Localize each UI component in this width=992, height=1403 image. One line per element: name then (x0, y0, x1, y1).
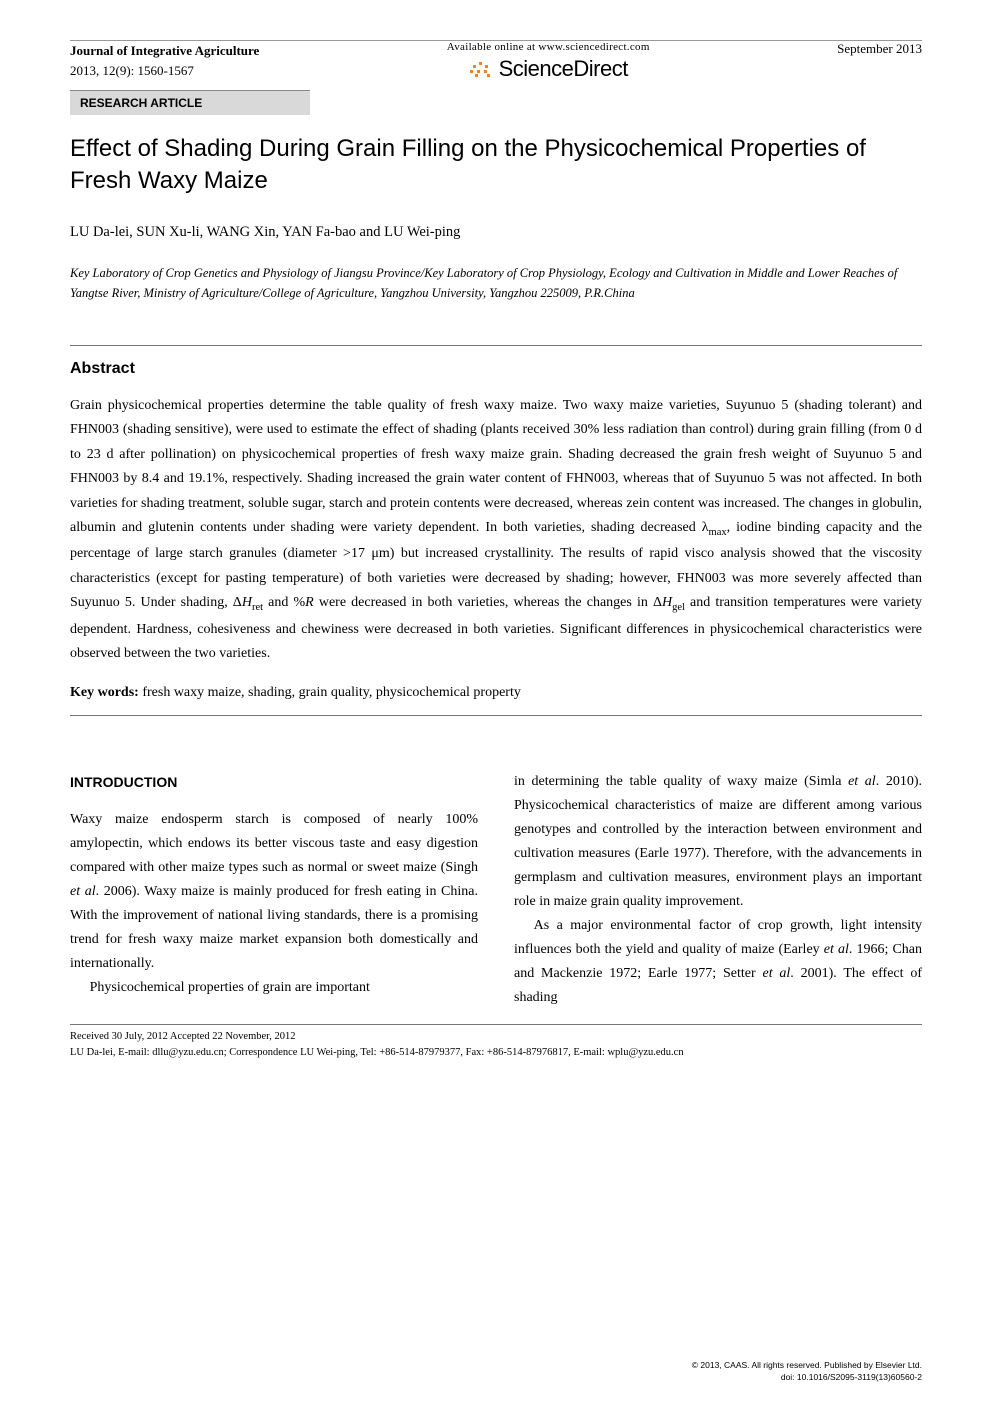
column-right: in determining the table quality of waxy… (514, 770, 922, 1011)
keywords-text: fresh waxy maize, shading, grain quality… (139, 685, 521, 700)
keywords: Key words: fresh waxy maize, shading, gr… (70, 685, 922, 701)
footer-correspondence: LU Da-lei, E-mail: dllu@yzu.edu.cn; Corr… (70, 1045, 922, 1061)
journal-title: Journal of Integrative Agriculture (70, 41, 259, 61)
copyright-line2: doi: 10.1016/S2095-3119(13)60560-2 (692, 1372, 922, 1383)
column-left: INTRODUCTION Waxy maize endosperm starch… (70, 770, 478, 1011)
intro-heading: INTRODUCTION (70, 770, 478, 794)
footer-received: Received 30 July, 2012 Accepted 22 Novem… (70, 1029, 922, 1045)
sciencedirect-icon (469, 60, 493, 78)
sciencedirect-text: ScienceDirect (499, 56, 628, 82)
col2-p1: in determining the table quality of waxy… (514, 770, 922, 914)
affiliation: Key Laboratory of Crop Genetics and Phys… (70, 263, 922, 303)
publication-date: September 2013 (837, 41, 922, 57)
header-row: Journal of Integrative Agriculture 2013,… (70, 41, 922, 82)
body-columns: INTRODUCTION Waxy maize endosperm starch… (70, 770, 922, 1011)
abstract-text: Grain physicochemical properties determi… (70, 394, 922, 667)
center-header: Available online at www.sciencedirect.co… (447, 41, 650, 82)
authors: LU Da-lei, SUN Xu-li, WANG Xin, YAN Fa-b… (70, 224, 922, 241)
intro-p2: Physicochemical properties of grain are … (70, 976, 478, 1000)
keywords-label: Key words: (70, 685, 139, 700)
col2-p2: As a major environmental factor of crop … (514, 914, 922, 1010)
abstract-heading: Abstract (70, 360, 922, 378)
abstract-rule-top (70, 345, 922, 346)
journal-issue: 2013, 12(9): 1560-1567 (70, 61, 259, 81)
sciencedirect-brand: ScienceDirect (447, 56, 650, 82)
footer-rule (70, 1024, 922, 1025)
intro-p1: Waxy maize endosperm starch is composed … (70, 808, 478, 977)
copyright-block: © 2013, CAAS. All rights reserved. Publi… (692, 1360, 922, 1383)
footer-text: Received 30 July, 2012 Accepted 22 Novem… (70, 1029, 922, 1061)
article-title: Effect of Shading During Grain Filling o… (70, 133, 922, 198)
article-type-label: RESEARCH ARTICLE (70, 90, 310, 115)
copyright-line1: © 2013, CAAS. All rights reserved. Publi… (692, 1360, 922, 1371)
abstract-rule-bottom (70, 715, 922, 716)
available-online-text: Available online at www.sciencedirect.co… (447, 41, 650, 53)
journal-info: Journal of Integrative Agriculture 2013,… (70, 41, 259, 80)
